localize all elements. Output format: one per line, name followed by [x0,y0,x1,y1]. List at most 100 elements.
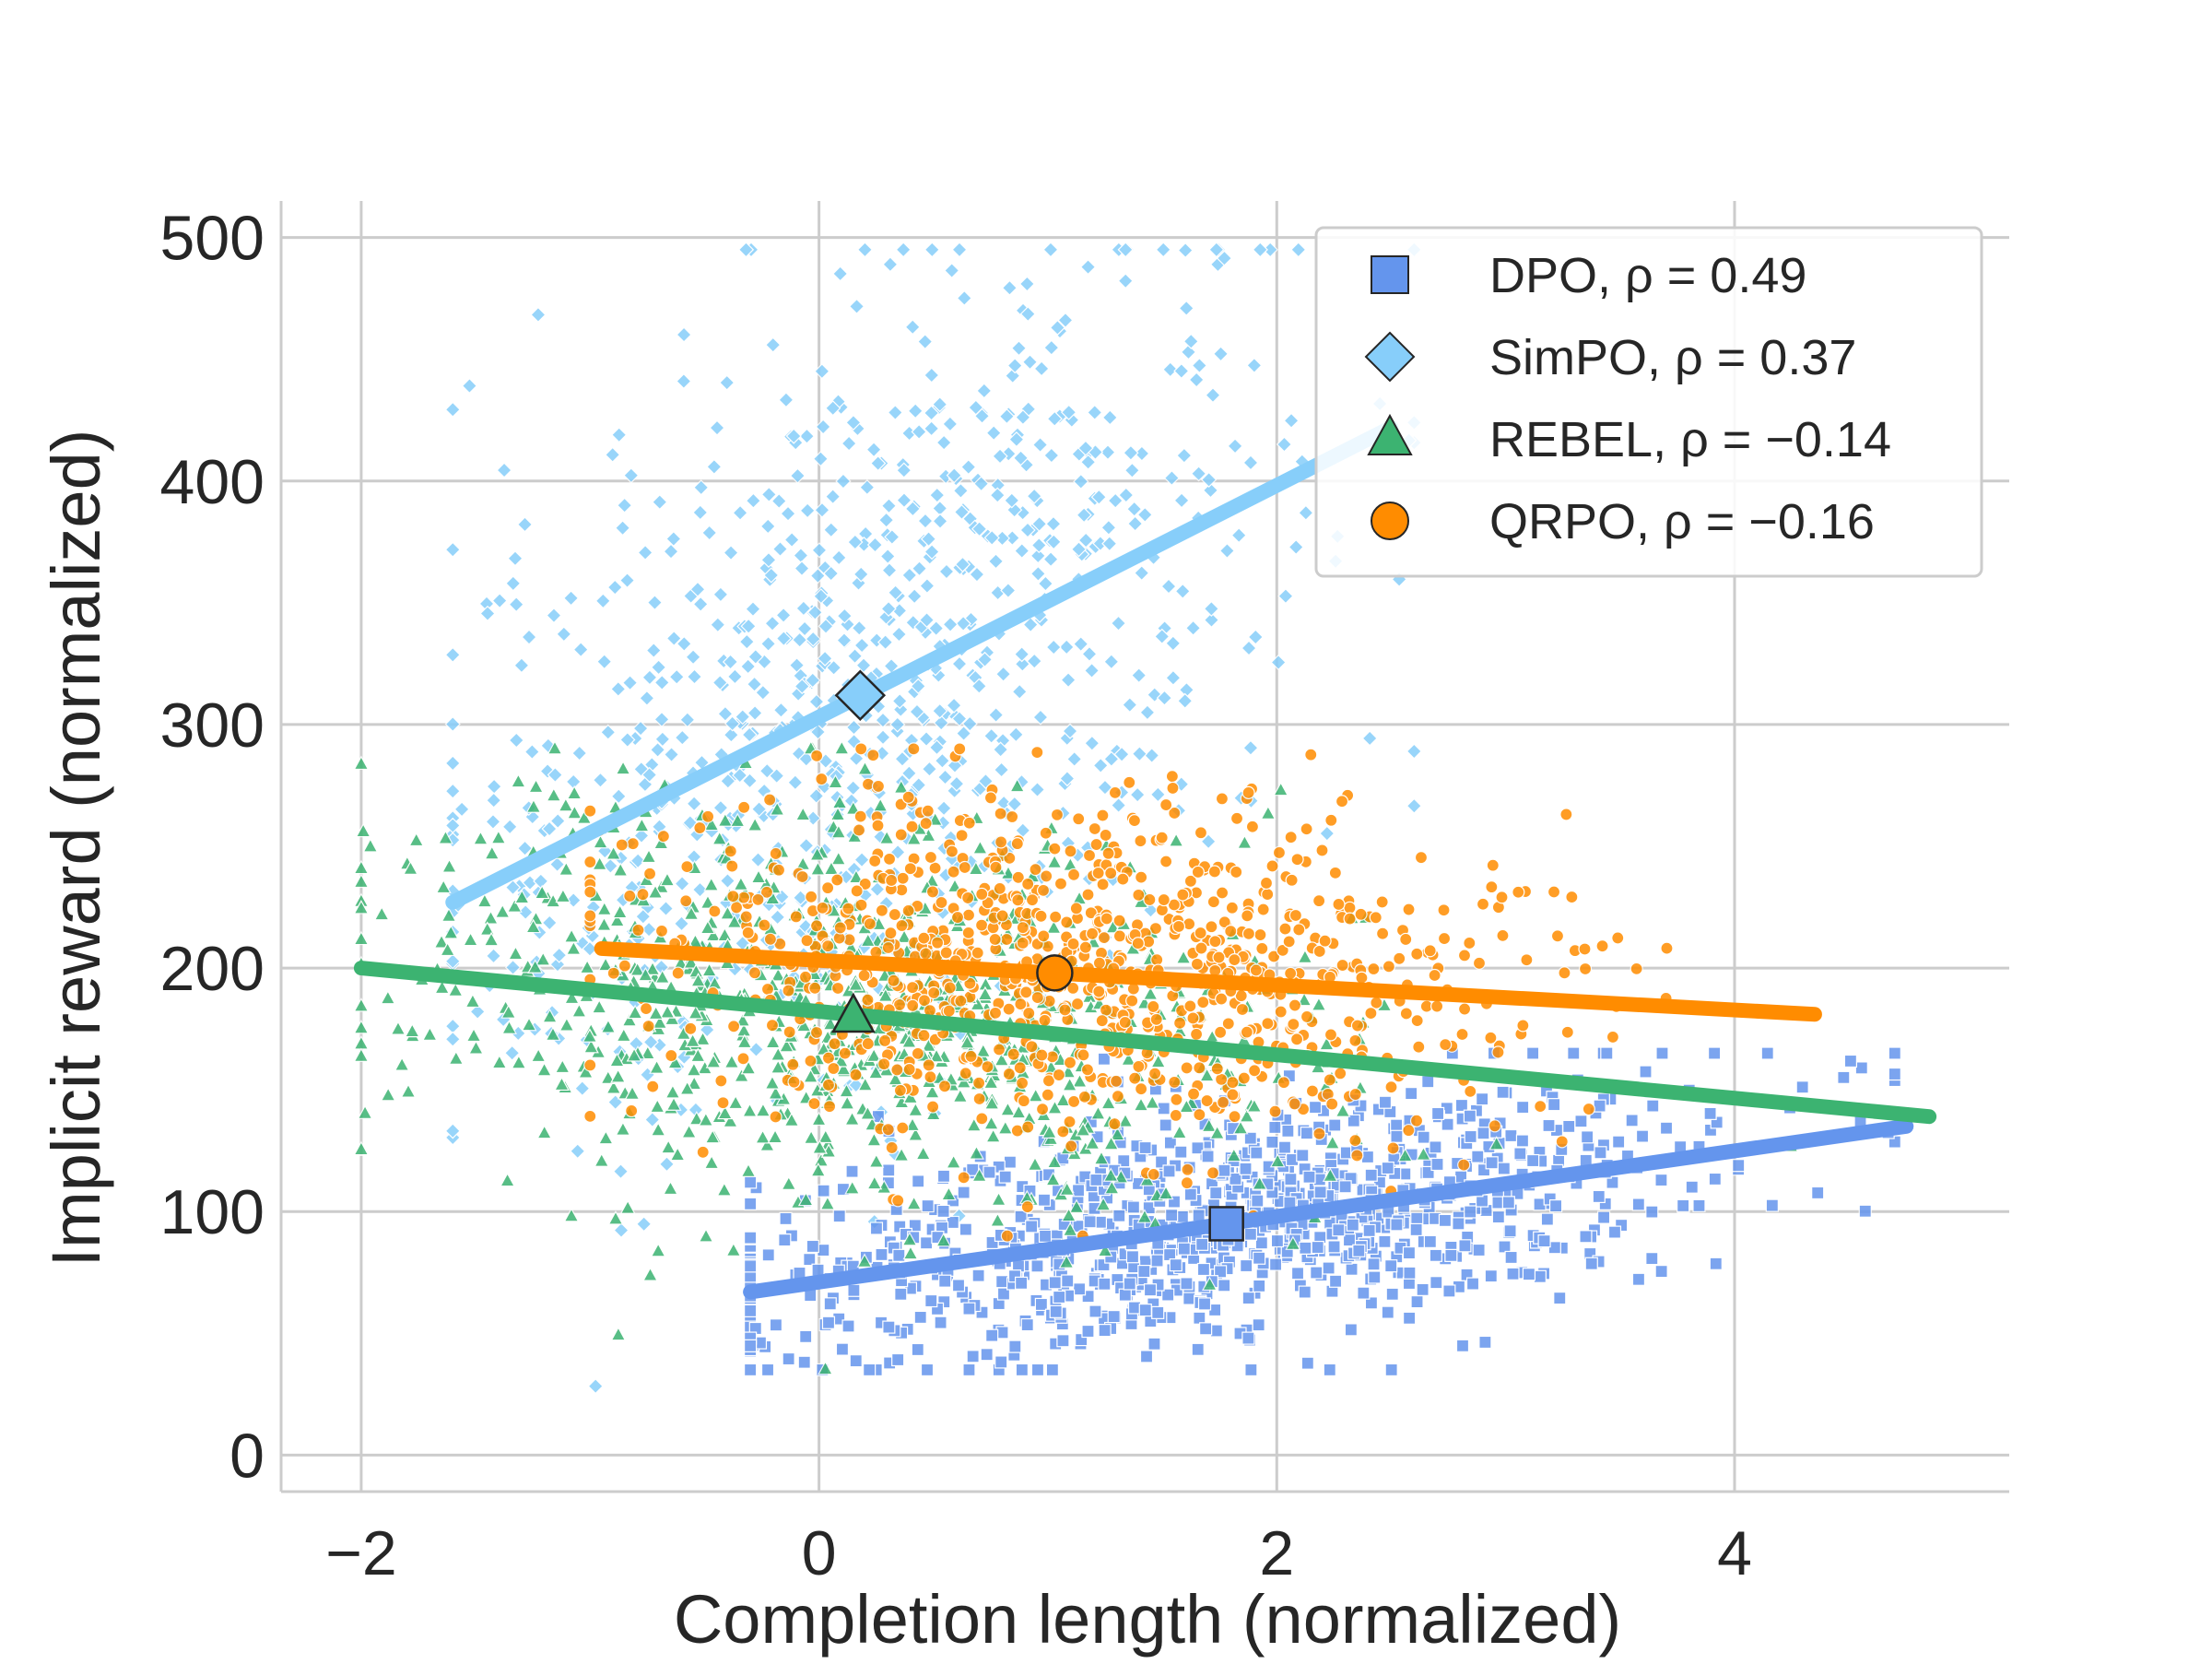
data-point [682,814,699,832]
data-point [1579,1230,1593,1244]
data-point [1139,1350,1154,1363]
data-point [1240,1258,1253,1273]
data-point [689,581,706,597]
data-point [918,730,935,748]
data-point [1888,1046,1901,1060]
data-point [1242,454,1259,471]
data-point [859,479,876,496]
data-point [1165,635,1182,652]
data-point [865,442,882,458]
data-point [611,427,628,443]
data-point [992,741,1009,758]
data-point [1021,1120,1035,1134]
x-tick-label: 2 [1259,1518,1294,1588]
data-point [1542,1118,1556,1133]
data-point [959,1222,972,1236]
data-point [809,919,824,933]
data-point [1476,1092,1489,1106]
data-point [817,650,833,667]
data-point [1144,747,1160,764]
data-point [1346,1218,1359,1232]
data-point [855,657,872,674]
data-point [763,567,780,584]
data-point [1169,1108,1182,1123]
data-point [800,934,814,948]
data-point [1205,920,1218,934]
data-point [1108,785,1123,799]
data-point [924,420,940,437]
data-point [849,1068,863,1082]
data-point [919,817,933,831]
data-point [857,969,871,983]
data-point [926,1100,940,1114]
data-point [769,1110,782,1124]
data-point [668,668,685,685]
data-point [1631,1198,1645,1211]
data-point [882,1163,896,1177]
data-point [1299,1241,1312,1255]
data-point [875,729,891,746]
data-point [936,769,954,785]
data-point [587,1378,604,1395]
data-point [1033,360,1050,377]
data-point [1197,1297,1212,1311]
data-point [1592,1189,1606,1204]
data-point [988,1006,1003,1020]
data-point [816,901,830,915]
data-point [636,888,650,902]
data-point [866,537,884,553]
data-point [755,684,771,701]
data-point [1124,462,1141,478]
data-point [838,868,854,885]
data-point [1343,912,1357,926]
data-point [1224,924,1238,938]
data-point [1582,1102,1595,1116]
data-point [910,678,926,694]
data-point [1148,1067,1162,1080]
data-point [988,932,1002,947]
data-point [894,828,908,842]
data-point [1265,1135,1279,1149]
data-point [1029,781,1046,798]
data-point [975,887,989,902]
data-point [725,859,739,873]
data-point [847,1283,861,1297]
data-point [1131,746,1148,762]
data-point [763,793,777,807]
data-point [1596,1210,1611,1224]
data-point [1254,1236,1268,1250]
data-point [909,703,925,720]
data-point [1095,1014,1109,1028]
data-point [921,761,938,777]
data-point [1504,1128,1518,1143]
data-point [1063,1115,1077,1128]
data-point [1098,1277,1112,1291]
data-point [1513,1147,1527,1161]
data-point [1558,966,1571,980]
data-point [1118,1015,1132,1030]
data-point [907,742,921,756]
data-point [641,669,658,686]
data-point [901,567,918,584]
data-point [1315,844,1329,857]
data-point [1180,1277,1194,1291]
data-point [959,1067,972,1080]
data-point [583,1058,597,1072]
data-point [853,637,870,654]
data-point [1402,1124,1416,1138]
data-point [1457,1002,1472,1016]
data-point [1630,962,1643,975]
data-point [832,266,849,282]
data-point [1084,735,1100,751]
data-point [924,850,938,865]
data-point [639,1002,653,1016]
data-point [1567,1046,1581,1060]
data-point [931,936,945,950]
data-point [871,779,886,794]
data-point [1578,942,1592,956]
data-point [1173,362,1190,380]
data-point [1430,1276,1443,1290]
x-tick-label: −2 [325,1518,397,1588]
data-point [786,1057,800,1071]
data-point [1136,506,1153,523]
